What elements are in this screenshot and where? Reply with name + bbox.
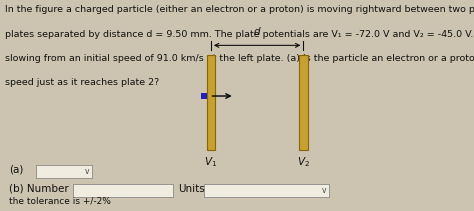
Text: $V_2$: $V_2$ (297, 155, 310, 169)
Text: plates separated by distance d = 9.50 mm. The plate potentials are V₁ = -72.0 V : plates separated by distance d = 9.50 mm… (5, 30, 474, 39)
Text: speed just as it reaches plate 2?: speed just as it reaches plate 2? (5, 78, 159, 87)
Text: the tolerance is +/-2%: the tolerance is +/-2% (9, 197, 111, 206)
Text: v: v (321, 186, 326, 195)
Text: In the figure a charged particle (either an electron or a proton) is moving righ: In the figure a charged particle (either… (5, 5, 474, 14)
Text: d: d (254, 27, 260, 37)
Text: v: v (84, 167, 89, 176)
Bar (73, 184, 173, 197)
Bar (299, 55, 308, 150)
Text: (b) Number: (b) Number (9, 184, 69, 194)
Bar (207, 55, 215, 150)
Bar (204, 184, 329, 197)
Text: slowing from an initial speed of 91.0 km/s at the left plate. (a) Is the particl: slowing from an initial speed of 91.0 km… (5, 54, 474, 63)
Text: (a): (a) (9, 165, 24, 175)
Text: $V_1$: $V_1$ (204, 155, 218, 169)
Text: Units: Units (178, 184, 204, 194)
Bar (36, 165, 92, 178)
